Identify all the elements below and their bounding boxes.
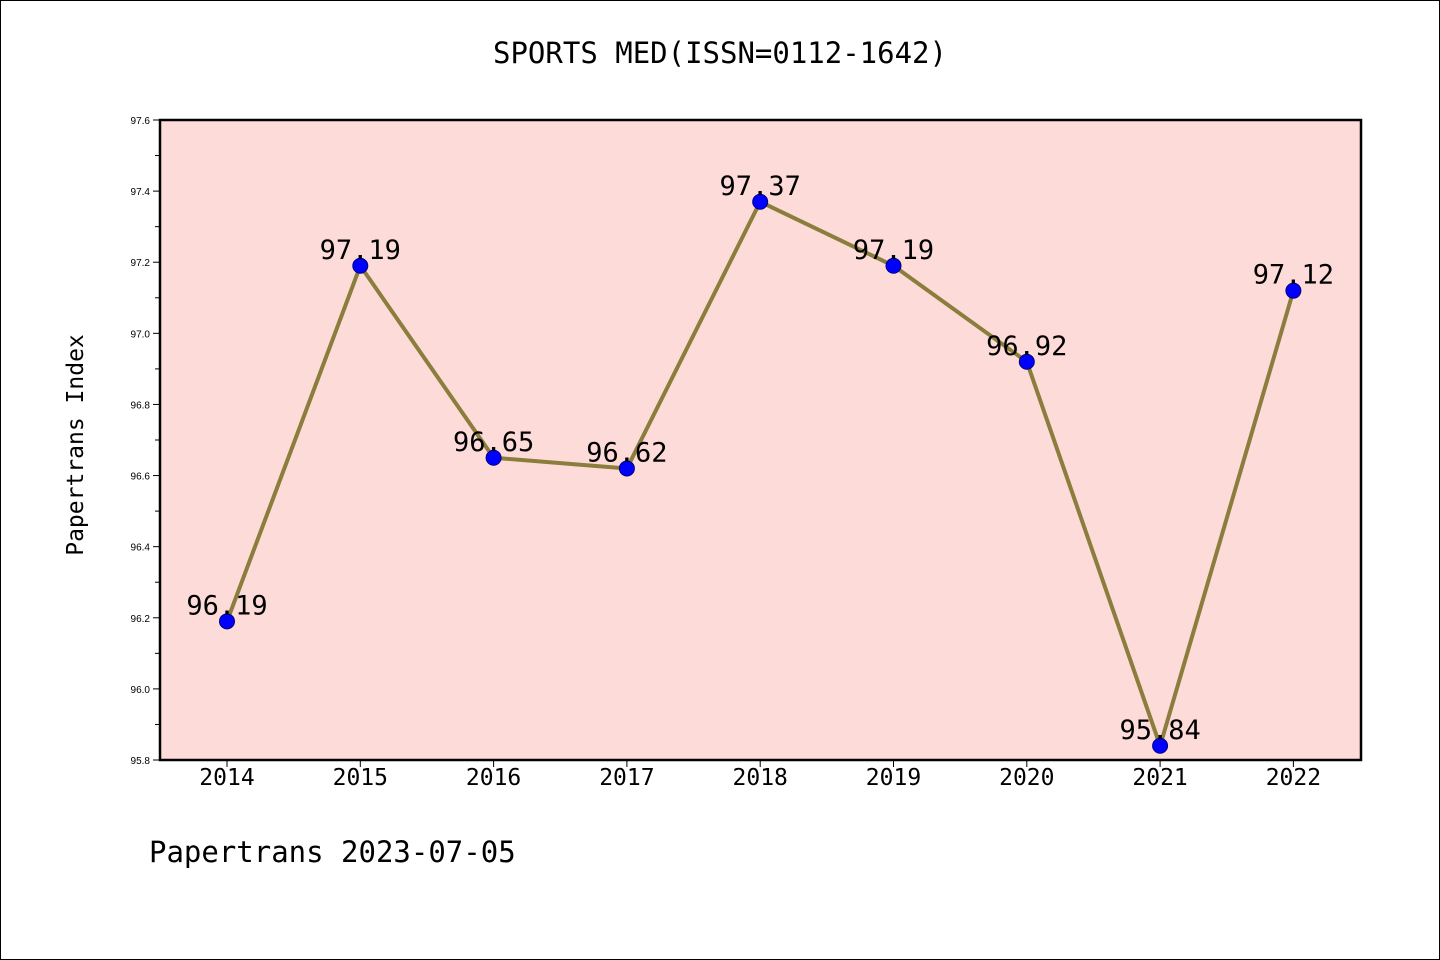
y-tick-label: 97.6: [131, 116, 151, 127]
y-tick-label: 97.4: [131, 187, 151, 198]
chart-title: SPORTS MED(ISSN=0112-1642): [493, 36, 947, 70]
data-point-marker: [485, 449, 502, 466]
data-point-marker: [352, 257, 369, 274]
x-tick-label: 2021: [1132, 765, 1187, 791]
y-tick-label: 96.4: [131, 543, 151, 554]
y-tick-label: 96.8: [131, 400, 151, 411]
data-label: 97.19: [320, 235, 401, 266]
x-tick-label: 2017: [599, 765, 654, 791]
plot-border: [158, 118, 1363, 762]
data-label: 97.37: [720, 171, 801, 202]
data-point-marker: [885, 257, 902, 274]
x-tick-label: 2022: [1266, 765, 1321, 791]
data-point-marker: [219, 613, 235, 630]
data-point-marker: [1152, 737, 1169, 754]
plot-area: [160, 120, 1361, 760]
y-tick-label: 96.2: [131, 614, 151, 625]
data-label: 97.12: [1253, 260, 1334, 291]
data-point-marker: [618, 460, 635, 477]
data-label: 95.84: [1119, 715, 1200, 746]
x-tick-label: 2018: [733, 765, 788, 791]
data-point-marker: [1018, 353, 1035, 370]
footer-date-label: Papertrans 2023-07-05: [149, 835, 516, 869]
x-tick-label: 2014: [199, 765, 254, 791]
y-tick-label: 96.6: [131, 472, 151, 483]
data-label: 96.19: [186, 590, 267, 621]
x-tick-label: 2020: [999, 765, 1054, 791]
data-point-marker: [752, 193, 769, 210]
y-tick-label: 95.8: [131, 756, 151, 767]
x-tick-label: 2015: [333, 765, 388, 791]
data-point-marker: [1285, 282, 1302, 299]
x-tick-label: 2016: [466, 765, 521, 791]
y-tick-label: 97.2: [131, 258, 151, 269]
data-label: 97.19: [853, 235, 934, 266]
data-label: 96.92: [986, 331, 1067, 362]
y-tick-label: 96.0: [131, 685, 151, 696]
data-label: 96.65: [453, 427, 534, 458]
data-label: 96.62: [586, 437, 667, 468]
x-tick-label: 2019: [866, 765, 921, 791]
y-tick-label: 97.0: [131, 329, 151, 340]
